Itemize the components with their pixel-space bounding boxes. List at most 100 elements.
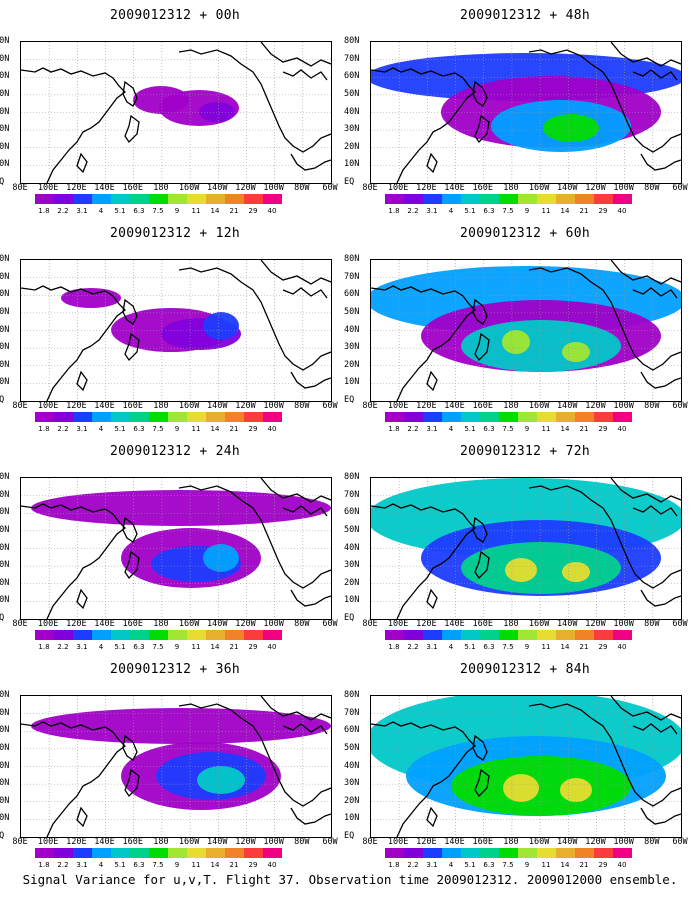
coastline: [178, 703, 331, 807]
colorbar-tick-label: 21: [579, 207, 589, 215]
lon-tick-label: 140W: [207, 401, 228, 411]
colorbar-tick-label: 6.3: [133, 207, 145, 215]
field-plot: [371, 696, 681, 837]
colorbar: [385, 848, 632, 858]
colorbar-swatch: [54, 848, 73, 858]
colorbar-swatch: [461, 194, 480, 204]
coastline: [282, 505, 328, 517]
lon-tick-label: 60W: [672, 183, 688, 193]
colorbar-swatch: [385, 848, 404, 858]
coastline: [610, 478, 681, 503]
lon-tick-label: 160E: [472, 837, 493, 847]
lon-tick-label: 140W: [557, 619, 578, 629]
coastline: [21, 285, 126, 401]
colorbar-swatch: [35, 630, 54, 640]
colorbar-tick-label: 3.1: [426, 643, 438, 651]
lon-tick-label: 140E: [444, 837, 465, 847]
colorbar-tick-label: 9: [524, 643, 530, 651]
colorbar-tick-label: 1.8: [388, 425, 400, 433]
lat-tick-label: 70N: [0, 707, 10, 718]
colorbar-swatch: [423, 848, 442, 858]
lat-tick-label: 80N: [0, 254, 10, 264]
colorbar-tick-label: 3.1: [426, 207, 438, 215]
lat-tick-label: 80N: [344, 36, 360, 46]
coastline: [76, 806, 88, 828]
lat-tick-label: 30N: [0, 778, 10, 789]
field-plot: [21, 42, 331, 183]
lon-tick-label: 60W: [672, 619, 688, 629]
lat-tick-label: 40N: [0, 542, 10, 553]
colorbar-swatch: [263, 848, 282, 858]
coastline: [76, 588, 88, 610]
colorbar-swatch: [537, 412, 556, 422]
lon-tick-label: 140W: [207, 619, 228, 629]
lat-tick-label: 50N: [344, 306, 360, 317]
coastline: [528, 485, 681, 589]
colorbar-tick-label: 4: [98, 207, 104, 215]
colorbar-swatch: [73, 412, 92, 422]
colorbar-swatch: [575, 412, 594, 422]
colorbar-swatch: [613, 848, 632, 858]
colorbar-tick-label: 7.5: [502, 643, 514, 651]
lon-tick-label: 180: [503, 183, 519, 193]
colorbar-tick-label: 40: [617, 643, 627, 651]
lon-tick-label: 80E: [12, 401, 28, 411]
lon-tick-label: 60W: [672, 401, 688, 411]
colorbar-tick-label: 2.2: [57, 425, 69, 433]
coastline: [640, 807, 681, 825]
lon-tick-label: 140W: [557, 837, 578, 847]
lat-tick-label: 70N: [344, 489, 360, 500]
lon-tick-label: 140W: [207, 837, 228, 847]
lon-tick-label: 120W: [585, 837, 606, 847]
lon-tick-label: 100W: [263, 619, 284, 629]
lon-tick-label: 120E: [416, 183, 437, 193]
lon-tick-label: 160W: [528, 401, 550, 411]
lat-tick-label: 30N: [0, 342, 10, 353]
colorbar-tick-label: 7.5: [502, 861, 514, 869]
colorbar-tick-label: 40: [267, 861, 277, 869]
colorbar-swatch: [225, 630, 244, 640]
colorbar-tick-label: 7.5: [502, 207, 514, 215]
colorbar-tick-label: 14: [210, 207, 220, 215]
colorbar-swatch: [168, 630, 187, 640]
coastline: [632, 69, 678, 81]
lon-tick-label: 160W: [178, 401, 200, 411]
colorbar-tick-label: 3.1: [76, 425, 88, 433]
lat-tick-label: 30N: [344, 778, 360, 789]
colorbar-tick-label: 4: [448, 207, 454, 215]
figure-caption: Signal Variance for u,v,T. Flight 37. Ob…: [22, 872, 678, 887]
lat-tick-label: 30N: [0, 560, 10, 571]
colorbar: [385, 630, 632, 640]
variance-shade: [197, 766, 245, 794]
variance-shade: [505, 558, 537, 582]
variance-shade: [31, 708, 331, 744]
coastline: [474, 114, 490, 144]
colorbar-swatch: [111, 630, 130, 640]
colorbar-tick-label: 5.1: [114, 861, 126, 869]
lon-tick-label: 180: [503, 837, 519, 847]
colorbar-tick-label: 14: [210, 643, 220, 651]
colorbar-swatch: [480, 412, 499, 422]
lat-tick-label: 80N: [344, 690, 360, 700]
colorbar-swatch: [442, 412, 461, 422]
lon-tick-label: 160E: [122, 837, 143, 847]
colorbar-tick-label: 9: [174, 425, 180, 433]
colorbar-swatch: [499, 630, 518, 640]
coastline: [260, 42, 331, 67]
colorbar-tick-label: 5.1: [464, 643, 476, 651]
lat-tick-label: EQ: [0, 177, 5, 187]
panel-60h: 2009012312 + 60h 80N 70N 60N 50N 40N 30N 20N 10N…: [344, 218, 700, 443]
colorbar-swatch: [130, 848, 149, 858]
colorbar-swatch: [92, 630, 111, 640]
lon-tick-label: 140E: [94, 619, 115, 629]
lon-tick-label: 80E: [12, 837, 28, 847]
lon-tick-label: 140W: [207, 183, 228, 193]
coastline: [282, 69, 328, 81]
colorbar-swatch: [385, 630, 404, 640]
lon-tick-label: 60W: [322, 183, 338, 193]
lon-tick-label: 100W: [263, 183, 284, 193]
colorbar: [35, 630, 282, 640]
colorbar-tick-label: 14: [560, 425, 570, 433]
variance-shade: [562, 342, 590, 362]
panel-title: 2009012312 + 48h: [459, 8, 591, 23]
